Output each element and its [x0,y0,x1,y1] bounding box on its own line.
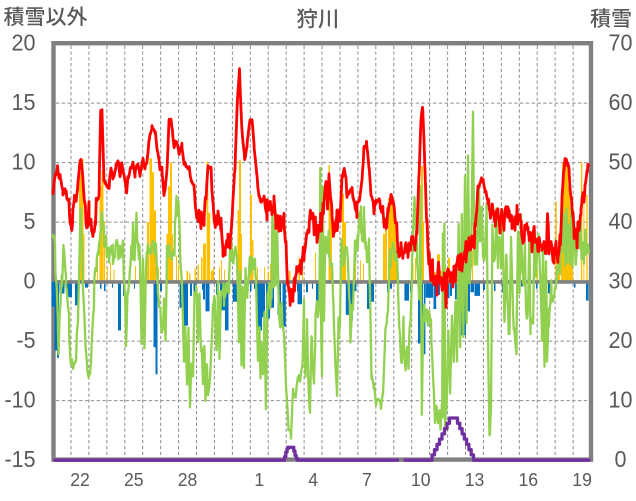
svg-text:-5: -5 [17,327,36,353]
svg-text:10: 10 [411,469,431,490]
svg-text:25: 25 [124,469,144,490]
svg-text:70: 70 [609,29,633,55]
svg-text:0: 0 [24,268,36,294]
svg-text:20: 20 [12,29,36,55]
svg-text:16: 16 [519,469,539,490]
svg-text:22: 22 [70,469,90,490]
svg-text:15: 15 [12,89,36,115]
svg-text:20: 20 [609,327,633,353]
svg-text:0: 0 [615,446,627,472]
svg-text:10: 10 [12,149,36,175]
svg-text:-10: -10 [5,387,36,413]
svg-text:30: 30 [609,268,633,294]
svg-text:7: 7 [362,469,372,490]
svg-text:28: 28 [178,469,198,490]
svg-text:1: 1 [254,469,264,490]
svg-text:40: 40 [609,208,633,234]
svg-text:5: 5 [24,208,36,234]
svg-text:60: 60 [609,89,633,115]
svg-text:13: 13 [465,469,485,490]
svg-text:19: 19 [572,469,592,490]
svg-text:50: 50 [609,149,633,175]
svg-text:10: 10 [609,387,633,413]
svg-text:4: 4 [308,469,318,490]
svg-text:-15: -15 [5,446,36,472]
